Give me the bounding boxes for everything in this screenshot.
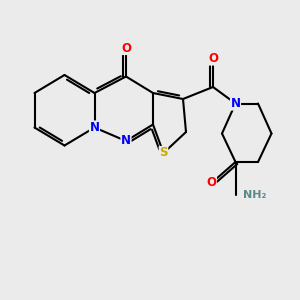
Text: N: N: [121, 134, 131, 148]
Text: O: O: [206, 176, 217, 190]
Text: N: N: [230, 97, 241, 110]
Text: S: S: [159, 146, 168, 160]
Text: O: O: [208, 52, 218, 65]
Text: NH₂: NH₂: [243, 190, 266, 200]
Text: O: O: [121, 41, 131, 55]
Text: N: N: [89, 121, 100, 134]
